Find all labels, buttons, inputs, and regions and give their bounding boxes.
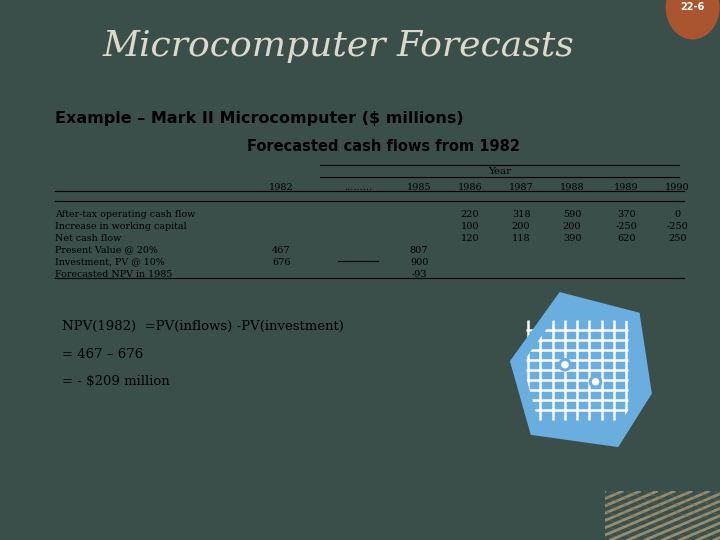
Text: -250: -250	[666, 221, 688, 231]
Text: 1989: 1989	[614, 184, 639, 192]
Text: 1986: 1986	[458, 184, 482, 192]
Text: 220: 220	[461, 210, 480, 219]
Text: 676: 676	[272, 258, 291, 267]
Text: Increase in working capital: Increase in working capital	[55, 221, 186, 231]
Text: Example – Mark II Microcomputer ($ millions): Example – Mark II Microcomputer ($ milli…	[55, 111, 464, 126]
Circle shape	[559, 359, 571, 371]
Text: 590: 590	[563, 210, 581, 219]
Text: 900: 900	[410, 258, 428, 267]
Text: Microcomputer Forecasts: Microcomputer Forecasts	[102, 29, 575, 63]
Circle shape	[593, 379, 598, 385]
Text: -250: -250	[616, 221, 637, 231]
Text: Net cash flow: Net cash flow	[55, 234, 121, 242]
Text: 807: 807	[410, 246, 428, 254]
Text: After-tax operating cash flow: After-tax operating cash flow	[55, 210, 195, 219]
Text: 250: 250	[668, 234, 686, 242]
Text: 1987: 1987	[509, 184, 534, 192]
Text: 620: 620	[617, 234, 636, 242]
Text: 118: 118	[512, 234, 531, 242]
Text: = 467 – 676: = 467 – 676	[62, 348, 143, 361]
Text: 200: 200	[512, 221, 531, 231]
Ellipse shape	[665, 0, 720, 39]
Polygon shape	[516, 299, 646, 441]
Text: NPV(1982)  =PV(inflows) -PV(investment): NPV(1982) =PV(inflows) -PV(investment)	[62, 320, 344, 333]
Text: 1988: 1988	[559, 184, 585, 192]
Circle shape	[590, 376, 602, 388]
Text: 370: 370	[617, 210, 636, 219]
Text: Investment, PV @ 10%: Investment, PV @ 10%	[55, 258, 165, 267]
Text: 1982: 1982	[269, 184, 294, 192]
Text: .........: .........	[344, 184, 372, 192]
Text: -93: -93	[411, 269, 427, 279]
Text: 467: 467	[272, 246, 291, 254]
Text: Forecasted NPV in 1985: Forecasted NPV in 1985	[55, 269, 172, 279]
Text: 1990: 1990	[665, 184, 690, 192]
Text: Forecasted cash flows from 1982: Forecasted cash flows from 1982	[247, 139, 520, 154]
Text: 100: 100	[461, 221, 480, 231]
Text: Year: Year	[488, 167, 511, 176]
Text: 390: 390	[563, 234, 581, 242]
Circle shape	[562, 362, 568, 368]
Text: 22-6: 22-6	[680, 2, 705, 12]
Text: = - $209 million: = - $209 million	[62, 375, 170, 388]
Text: 120: 120	[461, 234, 480, 242]
Text: 1985: 1985	[407, 184, 431, 192]
Text: 200: 200	[563, 221, 581, 231]
Text: 0: 0	[674, 210, 680, 219]
Text: 318: 318	[512, 210, 531, 219]
Text: Present Value @ 20%: Present Value @ 20%	[55, 246, 158, 254]
